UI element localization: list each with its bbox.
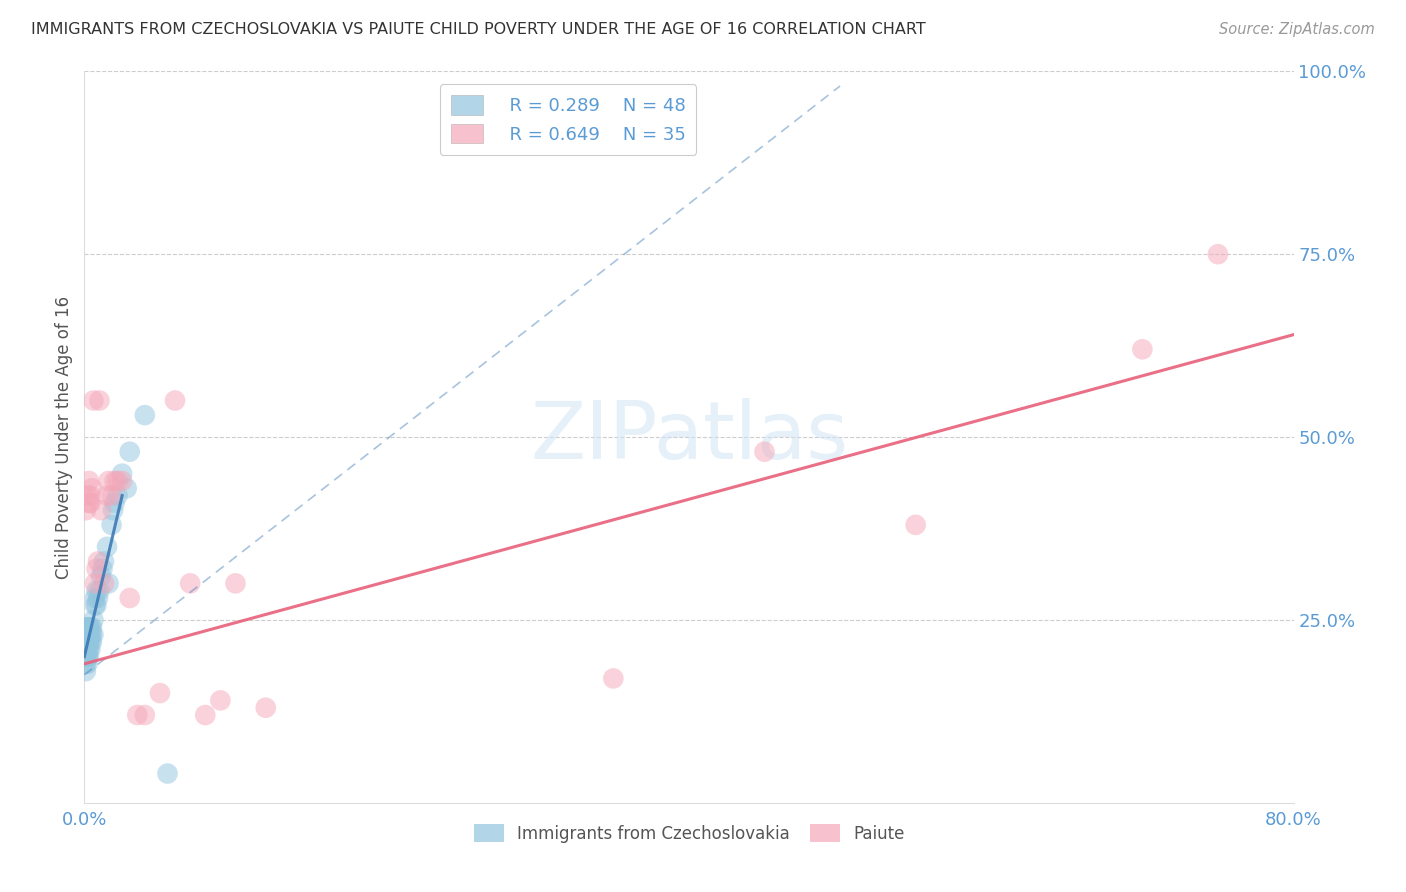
Point xyxy=(80,481,103,495)
Point xyxy=(76,627,98,641)
Point xyxy=(100,489,122,503)
Point xyxy=(118,591,141,605)
Point xyxy=(87,554,110,568)
Point xyxy=(84,576,107,591)
Point xyxy=(89,583,111,598)
Point xyxy=(86,562,108,576)
Point xyxy=(75,642,97,657)
Point xyxy=(79,635,101,649)
Point xyxy=(79,642,101,657)
Point xyxy=(96,540,118,554)
Point xyxy=(77,474,100,488)
Point xyxy=(89,393,111,408)
Point xyxy=(87,591,110,605)
Point xyxy=(111,474,134,488)
Y-axis label: Child Poverty Under the Age of 16: Child Poverty Under the Age of 16 xyxy=(55,295,73,579)
Point xyxy=(77,642,100,657)
Text: ZIPatlas: ZIPatlas xyxy=(530,398,848,476)
Point xyxy=(79,489,101,503)
Point xyxy=(115,481,138,495)
Point xyxy=(75,635,97,649)
Point xyxy=(84,599,107,613)
Point xyxy=(118,444,141,458)
Point xyxy=(76,642,98,657)
Point xyxy=(76,649,98,664)
Point xyxy=(149,686,172,700)
Point xyxy=(165,393,187,408)
Point xyxy=(75,664,97,678)
Point xyxy=(100,517,122,532)
Point xyxy=(1206,247,1229,261)
Point xyxy=(254,700,277,714)
Point xyxy=(76,657,98,671)
Point xyxy=(82,627,104,641)
Point xyxy=(77,635,100,649)
Point xyxy=(84,591,107,605)
Point xyxy=(79,627,101,641)
Point xyxy=(77,620,100,634)
Point xyxy=(107,489,129,503)
Point xyxy=(90,569,112,583)
Point xyxy=(76,489,98,503)
Point xyxy=(754,444,776,458)
Point xyxy=(91,562,114,576)
Point xyxy=(80,620,103,634)
Point xyxy=(179,576,201,591)
Point xyxy=(76,649,98,664)
Point xyxy=(86,583,108,598)
Point xyxy=(75,627,97,641)
Text: IMMIGRANTS FROM CZECHOSLOVAKIA VS PAIUTE CHILD POVERTY UNDER THE AGE OF 16 CORRE: IMMIGRANTS FROM CZECHOSLOVAKIA VS PAIUTE… xyxy=(31,22,925,37)
Point xyxy=(76,620,98,634)
Point xyxy=(75,649,97,664)
Point xyxy=(80,627,103,641)
Point xyxy=(79,620,101,634)
Point xyxy=(127,708,149,723)
Point xyxy=(904,517,927,532)
Point xyxy=(1130,343,1153,357)
Point xyxy=(82,613,104,627)
Point xyxy=(93,576,115,591)
Point xyxy=(101,503,124,517)
Point xyxy=(76,635,98,649)
Point xyxy=(97,474,120,488)
Point xyxy=(134,708,156,723)
Point xyxy=(77,496,100,510)
Point xyxy=(104,496,127,510)
Point xyxy=(90,503,112,517)
Legend: Immigrants from Czechoslovakia, Paiute: Immigrants from Czechoslovakia, Paiute xyxy=(467,817,911,849)
Point xyxy=(93,554,115,568)
Point xyxy=(209,693,232,707)
Point xyxy=(77,649,100,664)
Point xyxy=(107,474,129,488)
Point xyxy=(156,766,179,780)
Point xyxy=(96,489,118,503)
Point xyxy=(79,496,101,510)
Point xyxy=(77,627,100,641)
Point xyxy=(75,503,97,517)
Point xyxy=(75,620,97,634)
Text: Source: ZipAtlas.com: Source: ZipAtlas.com xyxy=(1219,22,1375,37)
Point xyxy=(602,672,624,686)
Point xyxy=(86,599,108,613)
Point xyxy=(97,576,120,591)
Point xyxy=(82,393,104,408)
Point xyxy=(104,474,127,488)
Point xyxy=(225,576,247,591)
Point xyxy=(111,467,134,481)
Point xyxy=(134,408,156,422)
Point xyxy=(80,635,103,649)
Point xyxy=(75,657,97,671)
Point xyxy=(194,708,217,723)
